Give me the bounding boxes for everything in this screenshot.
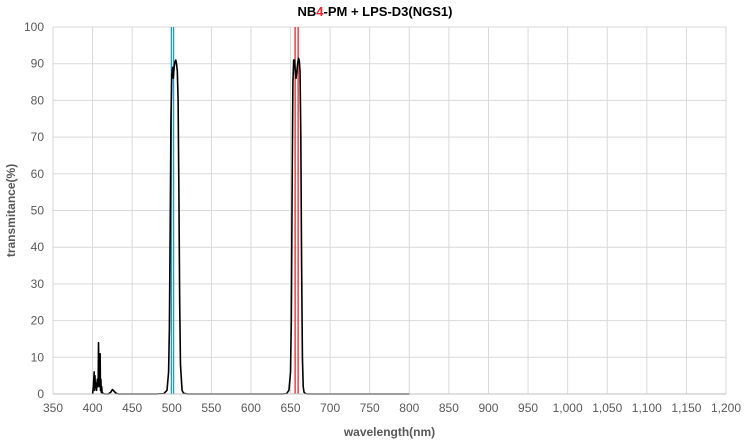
x-tick-label: 1,150 xyxy=(671,401,701,415)
y-tick-label: 20 xyxy=(31,314,45,328)
x-tick-label: 950 xyxy=(518,401,538,415)
x-tick-label: 900 xyxy=(478,401,498,415)
x-tick-label: 350 xyxy=(43,401,63,415)
x-tick-label: 1,100 xyxy=(632,401,662,415)
chart-title-accent: 4 xyxy=(316,4,324,19)
series-group xyxy=(91,57,410,395)
x-tick-label: 750 xyxy=(360,401,380,415)
x-tick-labels: 350 400 450 500 550 600 650 700 750 800 850 900 950 1… xyxy=(43,401,741,415)
x-tick-label: 600 xyxy=(241,401,261,415)
y-tick-label: 70 xyxy=(31,130,45,144)
y-tick-label: 30 xyxy=(31,277,45,291)
grid-lines xyxy=(52,26,727,395)
y-tick-label: 0 xyxy=(37,387,44,401)
x-tick-label: 1,050 xyxy=(592,401,622,415)
y-tick-label: 50 xyxy=(31,204,45,218)
x-tick-label: 400 xyxy=(83,401,103,415)
x-tick-label: 650 xyxy=(281,401,301,415)
x-tick-label: 700 xyxy=(320,401,340,415)
x-tick-label: 550 xyxy=(201,401,221,415)
y-tick-label: 60 xyxy=(31,167,45,181)
y-tick-label: 80 xyxy=(31,93,45,107)
y-tick-label: 40 xyxy=(31,240,45,254)
y-tick-label: 10 xyxy=(31,350,45,364)
y-axis-label: transmitance(%) xyxy=(4,164,18,257)
y-tick-label: 100 xyxy=(24,20,44,34)
chart-title-post: -PM + LPS-D3(NGS1) xyxy=(323,4,453,19)
x-tick-label: 1,200 xyxy=(711,401,741,415)
x-tick-label: 1,000 xyxy=(553,401,583,415)
x-tick-label: 500 xyxy=(162,401,182,415)
chart-title-pre: NB xyxy=(297,4,317,19)
x-tick-label: 800 xyxy=(399,401,419,415)
y-tick-labels: 0 10 20 30 40 50 60 70 80 90 100 xyxy=(24,20,44,401)
series-line xyxy=(91,57,410,395)
chart-title: NB4-PM + LPS-D3(NGS1) xyxy=(0,4,750,19)
x-tick-label: 450 xyxy=(122,401,142,415)
x-tick-label: 850 xyxy=(439,401,459,415)
x-axis-label: wavelength(nm) xyxy=(343,425,435,439)
y-tick-label: 90 xyxy=(31,57,45,71)
